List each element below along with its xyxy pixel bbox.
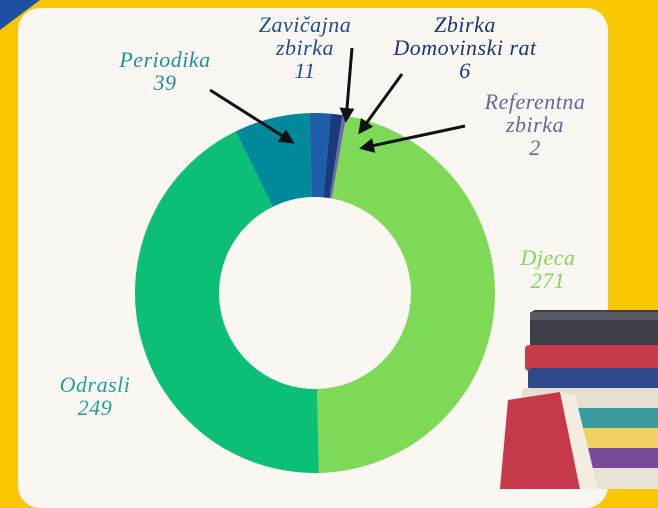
category-name: Odrasli — [59, 372, 131, 397]
slice-label: Djeca 271 — [503, 246, 593, 292]
category-name: Referentna zbirka — [484, 89, 586, 137]
category-name: Djeca — [520, 245, 576, 270]
category-name: Zavičajna zbirka — [258, 12, 352, 60]
category-name: Zbirka Domovinski rat — [393, 12, 537, 60]
slice-label: Zavičajna zbirka 11 — [250, 13, 360, 82]
chart — [135, 47, 658, 489]
slice-label: Periodika 39 — [110, 48, 220, 94]
arrows — [209, 47, 466, 153]
value-label: 11 — [294, 58, 316, 83]
value-label: 2 — [529, 135, 541, 160]
value-label: 271 — [530, 268, 566, 293]
donut-segment — [317, 115, 495, 473]
value-label: 6 — [459, 58, 471, 83]
slice-label: Referentna zbirka 2 — [470, 90, 600, 159]
donut-segment — [309, 113, 331, 198]
books — [500, 310, 658, 489]
slice-label: Zbirka Domovinski rat 6 — [385, 13, 545, 82]
value-label: 249 — [77, 395, 113, 420]
donut-segment — [323, 113, 343, 199]
category-name: Periodika — [119, 47, 211, 72]
slice-label: Odrasli 249 — [45, 373, 145, 419]
value-label: 39 — [153, 70, 177, 95]
donut-segment — [135, 131, 319, 473]
donut-segment — [329, 115, 347, 199]
